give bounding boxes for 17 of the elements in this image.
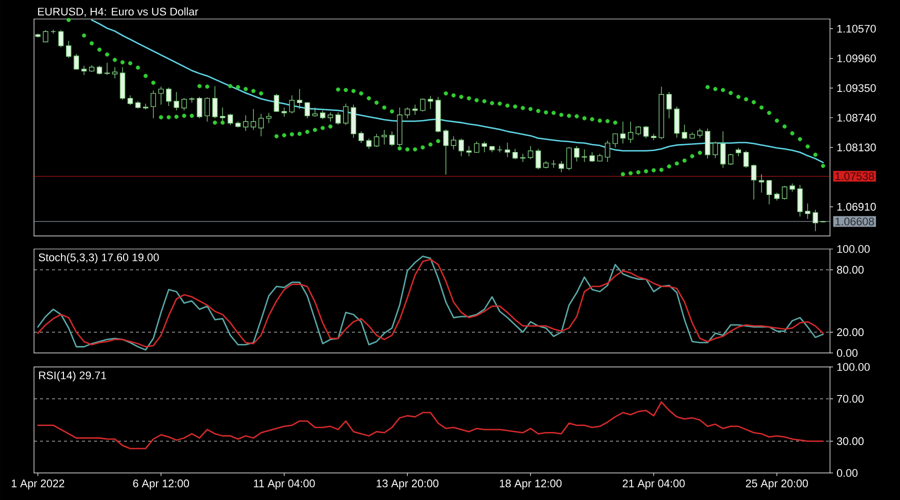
y-tick-label: 0.00 [836,349,858,357]
y-tick-label: 30.00 [836,437,864,446]
x-tick-label: 21 Apr 04:00 [622,480,685,490]
chart-title: Stoch(5,3,3) 17.60 19.00 [38,253,159,264]
x-tick-label: 25 Apr 20:00 [746,480,808,490]
y-tick-label: 20.00 [837,328,864,336]
x-tick-label: 6 Apr 12:00 [133,480,190,490]
y-tick-label: 70.00 [837,394,864,403]
y-tick-label: 80.00 [837,266,864,274]
chart-title: RSI(14) 29.71 [39,371,106,382]
x-tick-label: 1 Apr 2022 [12,480,64,490]
x-tick-label: 18 Apr 12:00 [500,480,562,490]
y-tick-label: 100.00 [837,245,870,253]
y-tick-label: 0.00 [836,469,858,477]
x-tick-label: 13 Apr 20:00 [376,480,438,490]
y-tick-label: 100.00 [837,363,870,371]
x-tick-label: 11 Apr 04:00 [254,480,315,490]
